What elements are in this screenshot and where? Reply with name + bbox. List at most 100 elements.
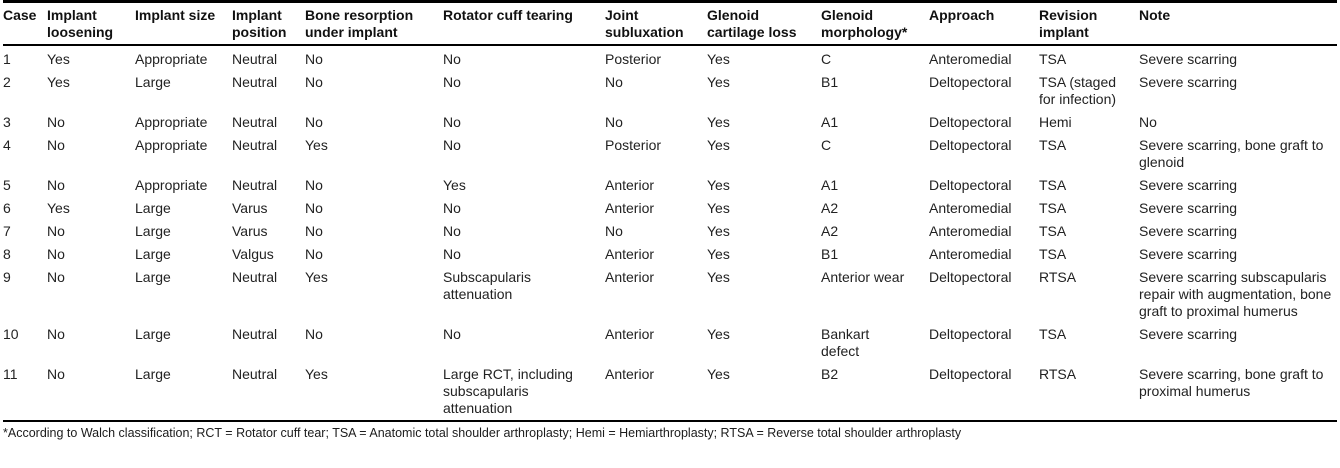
table-cell: Deltopectoral [929,326,1012,342]
table-cell: No [605,74,623,90]
column-header: Implant size [135,1,232,46]
table-cell: Deltopectoral [929,366,1012,382]
table-cell: 4 [3,137,11,153]
table-cell: Large [135,326,171,342]
table-cell: No [305,114,323,130]
table-row: 9 No Large Neutral Yes Subscapularis attenuat… [3,266,1337,323]
table-cell: Anterior [605,326,655,342]
table-footnote: *According to Walch classification; RCT … [3,426,962,440]
table-cell: Varus [232,223,268,239]
table-cell: 3 [3,114,11,130]
table-cell: TSA [1039,326,1067,342]
table-cell: No [443,51,461,67]
table-cell: Varus [232,200,268,216]
table-cell: Neutral [232,51,278,67]
table-cell: No [47,137,65,153]
table-cell: 1 [3,51,11,67]
table-cell: Severe scarring [1139,246,1238,262]
table-cell: B1 [821,74,839,90]
table-cell: Large [135,269,171,285]
table-cell: Large [135,74,171,90]
table-row: 6 Yes Large Varus No No Anterior Yes A2 Anteromed… [3,197,1337,220]
table-cell: Anterior [605,200,655,216]
table-row: 2 Yes Large Neutral No No No Yes B1 Deltopectoral… [3,71,1337,111]
column-header: Bone resorption under implant [305,1,443,46]
table-cell: Anteromedial [929,223,1012,239]
table-cell: B1 [821,246,839,262]
table-cell: Hemi [1039,114,1072,130]
table-cell: TSA (staged for infection) [1039,74,1117,107]
table-cell: Severe scarring [1139,74,1238,90]
table-cell: Neutral [232,326,278,342]
revision-cases-table: Case Implant loosening Implant size Implant… [3,0,1337,422]
table-cell: Anterior [605,366,655,382]
table-cell: 9 [3,269,11,285]
table-row: 10 No Large Neutral No No Anterior Yes Bankart d… [3,323,1337,363]
table-cell: A1 [821,114,839,130]
table-cell: No [305,223,323,239]
table-cell: No [305,326,323,342]
table-cell: Neutral [232,74,278,90]
table-cell: Subscapularis attenuation [443,269,531,302]
table-cell: Valgus [232,246,274,262]
column-header: Glenoid morphology* [821,1,929,46]
table-cell: TSA [1039,137,1067,153]
table-row: 8 No Large Valgus No No Anterior Yes B1 Anteromed… [3,243,1337,266]
table-cell: Deltopectoral [929,269,1012,285]
column-header: Implant loosening [47,1,135,46]
table-row: 4 No Appropriate Neutral Yes No Posterior Yes C D… [3,134,1337,174]
column-header: Implant position [232,1,305,46]
table-cell: Large RCT, including subscapularis atten… [443,366,573,416]
table-cell: Severe scarring [1139,223,1238,239]
table-cell: Yes [707,246,730,262]
table-cell: RTSA [1039,366,1077,382]
table-cell: Large [135,223,171,239]
table-cell: Posterior [605,137,662,153]
table-cell: Appropriate [135,137,208,153]
table-cell: Severe scarring [1139,177,1238,193]
table-cell: No [47,246,65,262]
table-cell: TSA [1039,223,1067,239]
table-cell: B2 [821,366,839,382]
table-cell: Deltopectoral [929,74,1012,90]
table-row: 5 No Appropriate Neutral No Yes Anterior Yes A1 D… [3,174,1337,197]
column-header: Rotator cuff tearing [443,1,605,46]
table-cell: Severe scarring, bone graft to glenoid [1139,137,1324,170]
table-body: 1 Yes Appropriate Neutral No No Posterior Yes C A… [3,45,1337,421]
table-cell: Yes [305,366,328,382]
table-cell: 7 [3,223,11,239]
table-cell: RTSA [1039,269,1077,285]
table-row: 7 No Large Varus No No No Yes A2 Anteromedial TSA S… [3,220,1337,243]
table-cell: Appropriate [135,114,208,130]
table-cell: Severe scarring subscapularis repair wit… [1139,269,1332,319]
table-cell: Severe scarring, bone graft to proximal … [1139,366,1324,399]
table-cell: No [305,177,323,193]
column-header: Joint subluxation [605,1,707,46]
table-cell: Yes [707,177,730,193]
table-cell: Neutral [232,137,278,153]
table-cell: No [47,366,65,382]
table-cell: 11 [3,366,18,382]
table-row: 1 Yes Appropriate Neutral No No Posterior Yes C A… [3,45,1337,71]
table-cell: Yes [305,137,328,153]
table-cell: Yes [707,223,730,239]
table-cell: Neutral [232,366,278,382]
table-cell: 8 [3,246,11,262]
table-header: Case Implant loosening Implant size Implant… [3,1,1337,46]
table-cell: A1 [821,177,839,193]
table-cell: Yes [707,326,730,342]
table-cell: No [305,74,323,90]
case-table-container: Case Implant loosening Implant size Implant… [3,0,1337,440]
table-cell: Appropriate [135,177,208,193]
table-cell: Anteromedial [929,200,1012,216]
table-cell: A2 [821,223,839,239]
table-cell: Large [135,246,171,262]
table-cell: Yes [707,269,730,285]
table-cell: No [305,246,323,262]
table-cell: No [47,223,65,239]
table-cell: TSA [1039,200,1067,216]
table-cell: No [443,326,461,342]
table-cell: 2 [3,74,11,90]
table-cell: Yes [47,74,70,90]
table-cell: No [305,200,323,216]
